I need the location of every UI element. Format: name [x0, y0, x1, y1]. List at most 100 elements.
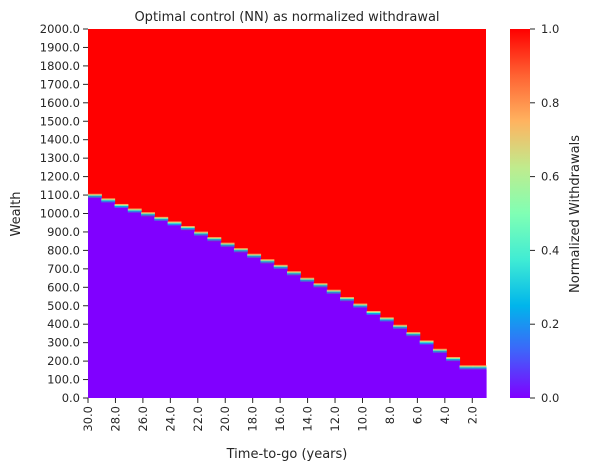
- y-tick-label: 200.0: [47, 354, 80, 368]
- heatmap-boundary-band: [406, 333, 421, 335]
- heatmap-boundary-band: [180, 229, 195, 231]
- heatmap-boundary-band: [247, 254, 262, 256]
- heatmap-low-column: [180, 230, 195, 398]
- heatmap-low-column: [220, 246, 235, 398]
- heatmap-boundary-band: [127, 210, 142, 212]
- heatmap-boundary-band: [340, 300, 354, 302]
- heatmap-boundary-band: [154, 216, 169, 218]
- heatmap-low-column: [379, 321, 394, 398]
- heatmap-boundary-band: [141, 212, 155, 214]
- heatmap-boundary-band: [233, 251, 248, 253]
- x-tick-label: 26.0: [136, 406, 150, 432]
- heatmap-boundary-band: [114, 205, 129, 207]
- heatmap-boundary-band: [194, 231, 208, 233]
- heatmap-boundary-band: [300, 279, 315, 281]
- heatmap-boundary-band: [101, 200, 116, 202]
- heatmap-boundary-band: [353, 303, 368, 305]
- heatmap-boundary-band: [300, 280, 315, 282]
- heatmap-boundary-band: [207, 237, 222, 239]
- heatmap-boundary-band: [472, 365, 487, 367]
- heatmap-low-column: [233, 252, 248, 398]
- heatmap-boundary-band: [273, 267, 288, 269]
- heatmap-boundary-band: [247, 253, 262, 255]
- heatmap-boundary-band: [260, 259, 275, 261]
- heatmap-low-column: [313, 287, 328, 398]
- heatmap-low-column: [432, 352, 447, 398]
- heatmap-boundary-band: [287, 272, 301, 274]
- heatmap-boundary-band: [260, 261, 275, 263]
- heatmap-boundary-band: [260, 262, 275, 264]
- heatmap-boundary-band: [393, 326, 407, 328]
- heatmap-low-column: [141, 216, 155, 398]
- heatmap-plot-area: [88, 29, 487, 398]
- heatmap-boundary-band: [220, 243, 235, 245]
- heatmap-boundary-band: [379, 318, 394, 320]
- heatmap-boundary-band: [353, 306, 368, 308]
- heatmap-low-column: [114, 207, 129, 398]
- heatmap-boundary-band: [220, 244, 235, 246]
- heatmap-boundary-band: [141, 214, 155, 216]
- heatmap-boundary-band: [88, 196, 102, 198]
- y-tick-label: 1300.0: [40, 151, 80, 165]
- heatmap-boundary-band: [287, 271, 301, 273]
- x-axis: 30.0 28.0 26.0 24.0 22.0 20.0 18.0 16.0 14.0 12.0…: [81, 398, 479, 432]
- heatmap-boundary-band: [300, 277, 315, 279]
- heatmap-boundary-band: [432, 351, 447, 353]
- heatmap-low-column: [446, 361, 461, 398]
- heatmap-boundary-band: [340, 299, 354, 301]
- heatmap-boundary-band: [247, 256, 262, 258]
- heatmap-boundary-band: [233, 250, 248, 252]
- x-tick-label: 22.0: [191, 406, 205, 432]
- heatmap-low-column: [459, 369, 474, 398]
- heatmap-low-column: [287, 275, 301, 398]
- heatmap-boundary-band: [273, 266, 288, 268]
- y-tick-label: 700.0: [47, 262, 80, 276]
- heatmap-boundary-band: [432, 348, 447, 350]
- x-tick-label: 14.0: [301, 406, 315, 432]
- heatmap-boundary-band: [393, 324, 407, 326]
- heatmap-low-column: [300, 281, 315, 398]
- heatmap-boundary-band: [88, 194, 102, 196]
- heatmap-boundary-band: [459, 366, 474, 368]
- chart-title: Optimal control (NN) as normalized withd…: [134, 10, 439, 25]
- colorbar-gradient: [510, 29, 530, 398]
- heatmap-low-column: [207, 241, 222, 398]
- heatmap-boundary-band: [127, 208, 142, 210]
- heatmap-boundary-band: [340, 297, 354, 299]
- heatmap-boundary-band: [180, 228, 195, 230]
- heatmap-boundary-band: [233, 249, 248, 251]
- heatmap-boundary-band: [167, 224, 182, 226]
- heatmap-boundary-band: [353, 304, 368, 306]
- heatmap-boundary-band: [207, 239, 222, 241]
- y-tick-label: 1100.0: [40, 188, 80, 202]
- heatmap-low-column: [366, 314, 381, 398]
- heatmap-low-column: [353, 307, 368, 398]
- heatmap-boundary-band: [207, 238, 222, 240]
- y-axis: 0.0 100.0 200.0 300.0 400.0 500.0 600.0 700.0 80…: [40, 22, 88, 405]
- heatmap-low-column: [127, 212, 142, 398]
- heatmap-boundary-band: [472, 367, 487, 369]
- heatmap-boundary-band: [287, 273, 301, 275]
- heatmap-low-column: [273, 268, 288, 398]
- heatmap-boundary-band: [287, 274, 301, 276]
- heatmap-boundary-band: [220, 245, 235, 247]
- heatmap-boundary-band: [194, 234, 208, 236]
- heatmap-boundary-band: [260, 260, 275, 262]
- heatmap-boundary-band: [419, 340, 434, 342]
- heatmap-boundary-band: [326, 290, 341, 292]
- colorbar-tick-label: 0.0: [541, 391, 559, 405]
- heatmap-boundary-band: [459, 365, 474, 367]
- heatmap-boundary-band: [114, 204, 129, 206]
- x-tick-label: 12.0: [328, 406, 342, 432]
- heatmap-boundary-band: [88, 193, 102, 195]
- y-tick-label: 1200.0: [40, 170, 80, 184]
- y-tick-label: 1900.0: [40, 40, 80, 54]
- x-tick-label: 6.0: [410, 406, 424, 424]
- heatmap-low-column: [406, 336, 421, 398]
- heatmap-boundary-band: [406, 332, 421, 334]
- y-tick-label: 800.0: [47, 243, 80, 257]
- y-tick-label: 1800.0: [40, 59, 80, 73]
- heatmap-boundary-band: [419, 343, 434, 345]
- y-tick-label: 0.0: [62, 391, 80, 405]
- heatmap-boundary-band: [180, 226, 195, 228]
